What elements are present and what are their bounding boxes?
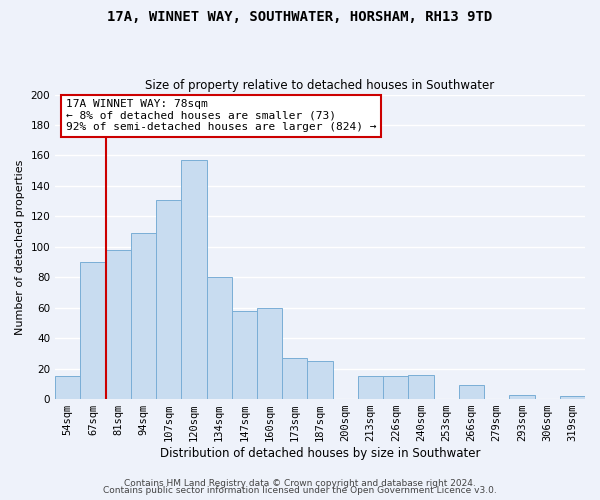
Bar	[409, 374, 434, 399]
Bar	[131, 233, 156, 399]
Y-axis label: Number of detached properties: Number of detached properties	[15, 159, 25, 334]
Bar	[358, 376, 383, 399]
Bar	[459, 386, 484, 399]
Bar	[206, 278, 232, 399]
Text: Contains public sector information licensed under the Open Government Licence v3: Contains public sector information licen…	[103, 486, 497, 495]
Text: 17A, WINNET WAY, SOUTHWATER, HORSHAM, RH13 9TD: 17A, WINNET WAY, SOUTHWATER, HORSHAM, RH…	[107, 10, 493, 24]
Text: 17A WINNET WAY: 78sqm
← 8% of detached houses are smaller (73)
92% of semi-detac: 17A WINNET WAY: 78sqm ← 8% of detached h…	[66, 99, 376, 132]
Bar	[282, 358, 307, 399]
Title: Size of property relative to detached houses in Southwater: Size of property relative to detached ho…	[145, 79, 495, 92]
Bar	[106, 250, 131, 399]
Bar	[257, 308, 282, 399]
Text: Contains HM Land Registry data © Crown copyright and database right 2024.: Contains HM Land Registry data © Crown c…	[124, 478, 476, 488]
Bar	[232, 311, 257, 399]
X-axis label: Distribution of detached houses by size in Southwater: Distribution of detached houses by size …	[160, 447, 481, 460]
Bar	[80, 262, 106, 399]
Bar	[509, 394, 535, 399]
Bar	[383, 376, 409, 399]
Bar	[181, 160, 206, 399]
Bar	[55, 376, 80, 399]
Bar	[156, 200, 181, 399]
Bar	[307, 361, 332, 399]
Bar	[560, 396, 585, 399]
